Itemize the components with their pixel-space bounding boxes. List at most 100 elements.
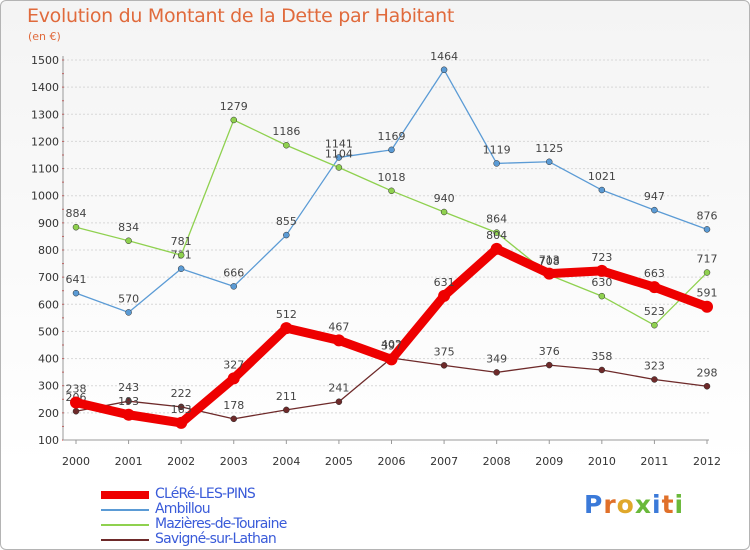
data-label: 708	[539, 255, 560, 268]
data-label: 238	[66, 383, 87, 396]
data-point	[177, 403, 185, 411]
data-label: 723	[591, 251, 612, 264]
data-point	[651, 321, 658, 329]
data-point	[332, 334, 345, 347]
logo-letter: t	[661, 490, 675, 519]
data-label: 323	[644, 359, 665, 372]
data-point	[230, 116, 237, 124]
x-tick-label: 2002	[167, 455, 195, 468]
data-point	[598, 292, 606, 300]
data-point	[335, 154, 343, 161]
data-point	[70, 396, 82, 409]
legend-swatch	[101, 491, 149, 499]
data-point	[283, 141, 290, 149]
data-point	[177, 265, 185, 272]
data-label: 666	[223, 266, 244, 279]
data-point	[230, 283, 237, 290]
data-label: 523	[644, 305, 665, 318]
data-point	[388, 187, 395, 195]
data-point	[335, 398, 343, 405]
data-point	[440, 208, 448, 216]
proxiti-logo: Proxiti	[584, 490, 684, 519]
data-point	[543, 267, 556, 280]
legend-swatch	[101, 509, 149, 511]
data-point	[651, 206, 658, 214]
data-label: 1018	[378, 171, 406, 184]
x-tick-label: 2000	[62, 455, 90, 468]
data-point	[72, 289, 80, 297]
x-tick-label: 2012	[693, 455, 721, 468]
data-point	[595, 264, 608, 277]
data-point	[283, 406, 290, 414]
legend-label: CLéRé-LES-PINS	[155, 486, 256, 502]
y-tick-label: 600	[38, 298, 59, 311]
data-label: 1125	[535, 142, 563, 155]
data-point	[125, 309, 132, 316]
data-point	[440, 66, 448, 74]
legend-swatch	[101, 539, 149, 541]
y-tick-label: 300	[38, 380, 59, 393]
data-label: 834	[118, 221, 139, 234]
data-label: 630	[591, 276, 612, 289]
y-tick-label: 500	[38, 325, 59, 338]
logo-letter: P	[584, 490, 604, 519]
y-tick-label: 1100	[31, 163, 59, 176]
data-label: 298	[697, 366, 718, 379]
data-label: 512	[276, 308, 297, 321]
y-tick-label: 200	[38, 407, 59, 420]
data-label: 178	[223, 399, 244, 412]
data-point	[125, 237, 132, 245]
data-label: 243	[118, 381, 139, 394]
data-point	[280, 322, 293, 335]
data-point	[175, 416, 188, 429]
data-point	[490, 242, 503, 255]
data-label: 397	[381, 339, 402, 352]
data-label: 1104	[325, 147, 353, 160]
data-point	[648, 281, 661, 294]
data-label: 163	[171, 403, 192, 416]
data-label: 1279	[220, 100, 248, 113]
data-label: 804	[486, 229, 507, 242]
logo-letter: r	[603, 490, 617, 519]
data-point	[438, 289, 451, 302]
data-label: 193	[118, 395, 139, 408]
data-label: 1464	[430, 50, 458, 63]
data-label: 947	[644, 190, 665, 203]
x-tick-label: 2003	[220, 455, 248, 468]
x-tick-label: 2001	[115, 455, 143, 468]
y-tick-label: 900	[38, 217, 59, 230]
data-point	[598, 366, 606, 374]
logo-letter: i	[652, 490, 662, 519]
data-label: 1021	[588, 170, 616, 183]
data-point	[703, 269, 711, 276]
data-label: 358	[591, 350, 612, 363]
data-label: 211	[276, 390, 297, 403]
chart-unit-label: (en €)	[28, 30, 61, 43]
y-tick-label: 1300	[31, 108, 59, 121]
x-tick-label: 2005	[325, 455, 353, 468]
legend-swatch	[101, 524, 149, 526]
data-point	[385, 353, 398, 366]
x-tick-label: 2007	[430, 455, 458, 468]
data-label: 940	[434, 192, 455, 205]
data-label: 591	[697, 287, 718, 300]
data-label: 1141	[325, 137, 353, 150]
x-tick-label: 2004	[272, 455, 300, 468]
data-label: 876	[697, 209, 718, 222]
data-point	[546, 158, 553, 166]
data-point	[651, 376, 658, 383]
data-point	[230, 415, 237, 423]
data-point	[122, 408, 135, 421]
data-label: 376	[539, 345, 560, 358]
data-label: 349	[486, 352, 507, 365]
logo-letter: o	[616, 490, 635, 519]
data-point	[72, 407, 80, 415]
logo-letter: x	[634, 490, 652, 519]
data-label: 864	[486, 213, 507, 226]
data-point	[703, 226, 711, 233]
x-tick-label: 2009	[535, 455, 563, 468]
data-label: 631	[434, 276, 455, 289]
data-point	[72, 223, 80, 231]
y-tick-label: 1200	[31, 135, 59, 148]
